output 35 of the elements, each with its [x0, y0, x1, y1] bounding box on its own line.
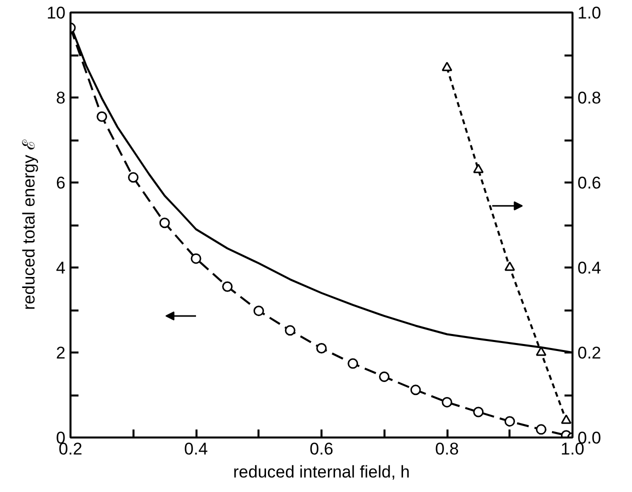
point: [442, 396, 452, 408]
point: [560, 414, 572, 424]
point: [128, 172, 138, 183]
point: [96, 111, 108, 122]
x-tick-label: 0.6: [310, 440, 334, 458]
point: [442, 62, 452, 72]
point: [504, 416, 515, 427]
point: [222, 281, 233, 292]
point: [190, 253, 202, 264]
point: [254, 306, 264, 316]
point: [348, 358, 358, 369]
y2-tick-label: 0.4: [578, 258, 602, 278]
x-tick-label: 0.4: [184, 440, 208, 458]
point: [284, 325, 296, 336]
point: [473, 164, 484, 174]
y2-tick-label: 0.2: [578, 344, 602, 362]
point: [159, 218, 170, 228]
y2-tick-label: 0.6: [578, 174, 602, 192]
x-axis-title: reduced internal field, h: [233, 462, 410, 482]
y-tick-label: 4: [56, 258, 66, 278]
y-tick-label: 2: [56, 344, 66, 362]
point: [473, 406, 484, 418]
point: [504, 262, 515, 271]
y-tick-label: 10: [46, 4, 66, 22]
x-tick-label: 0.8: [435, 440, 459, 458]
point: [536, 424, 546, 435]
y2-tick-label: 1.0: [578, 4, 602, 22]
y-tick-label: 8: [56, 88, 66, 108]
point: [536, 346, 546, 356]
point: [379, 371, 390, 382]
y2-tick-label: 0.8: [578, 88, 602, 108]
y-tick-label: 6: [56, 174, 66, 192]
point: [316, 343, 327, 354]
y-axis-title: reduced total energy ℰ: [20, 139, 39, 310]
point: [410, 384, 421, 396]
